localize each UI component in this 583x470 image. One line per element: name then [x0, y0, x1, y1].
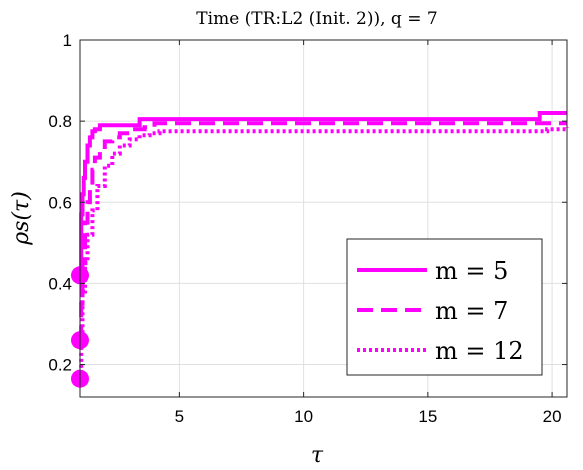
legend-label: m = 7 [435, 297, 508, 325]
y-tick-label: 0.6 [48, 193, 72, 212]
y-tick-label: 1 [63, 31, 72, 50]
series-line-1 [79, 111, 567, 278]
legend: m = 5 m = 7 m = 12 [346, 238, 543, 376]
x-axis-label: τ [311, 443, 324, 468]
legend-label: m = 12 [435, 337, 524, 365]
legend-box [346, 238, 543, 376]
y-tick-label: 0.8 [48, 112, 72, 131]
series-line-3 [79, 127, 569, 381]
x-tick-label: 15 [418, 407, 437, 426]
plot-frame [79, 39, 568, 398]
legend-label: m = 5 [435, 257, 508, 285]
y-tick-label: 0.2 [48, 356, 72, 375]
y-tick-label: 0.4 [48, 274, 72, 293]
x-tick-label: 5 [175, 407, 184, 426]
series-group [71, 111, 569, 388]
x-tick-label: 20 [543, 407, 562, 426]
x-tick-label: 10 [294, 407, 313, 426]
y-axis-label: ρs(τ) [9, 191, 34, 246]
tick-group: 5 10 15 20 0.2 0.4 0.6 0.8 1 [48, 31, 567, 426]
chart-title: Time (TR:L2 (Init. 2)), q = 7 [196, 9, 437, 29]
grid [80, 40, 567, 397]
